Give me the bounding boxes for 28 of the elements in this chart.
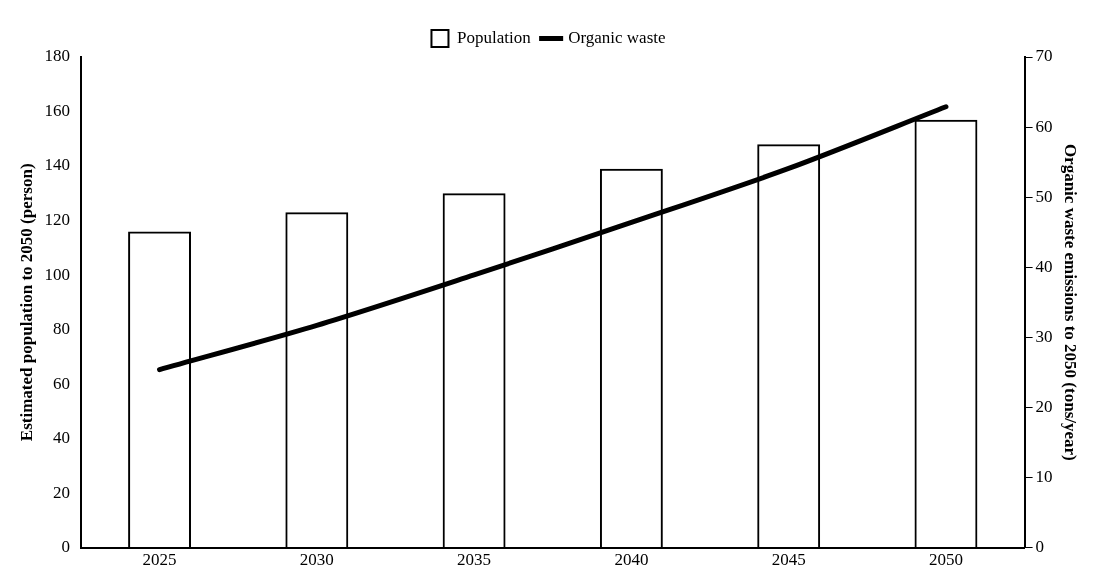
y-tick-label: 180 [44,46,70,66]
y2-tick-label: 40 [1035,256,1053,276]
y-tick-label: 140 [44,155,70,175]
y-tick-label: 60 [52,373,70,393]
y-axis-title: Estimated population to 2050 (person) [16,163,36,442]
y2-tick-label: 70 [1035,46,1053,66]
y-tick-label: 0 [61,537,70,557]
y2-tick-label: 0 [1035,537,1045,557]
legend-label: Organic waste [568,27,666,47]
y-tick-label: 100 [44,264,70,284]
x-tick-label: 2035 [457,550,492,570]
x-tick-label: 2030 [299,550,334,570]
y2-tick-label: 20 [1035,396,1053,416]
x-tick-label: 2045 [771,550,806,570]
legend-label: Population [456,27,532,47]
y2-tick-label: 30 [1035,326,1053,346]
y2-tick-label: 50 [1035,186,1053,206]
y-tick-label: 120 [44,210,70,229]
y2-tick-label: 60 [1035,116,1053,136]
x-tick-label: 2040 [614,550,649,570]
y-tick-label: 20 [52,482,70,502]
y-tick-label: 40 [52,428,70,448]
x-tick-label: 2050 [928,550,963,570]
y2-axis-title: Organic waste emissions to 2050 (tons/year) [1061,143,1081,461]
y-tick-label: 80 [52,319,70,339]
x-tick-label: 2025 [142,550,177,570]
y-tick-label: 160 [44,100,70,120]
y2-tick-label: 10 [1035,466,1053,486]
